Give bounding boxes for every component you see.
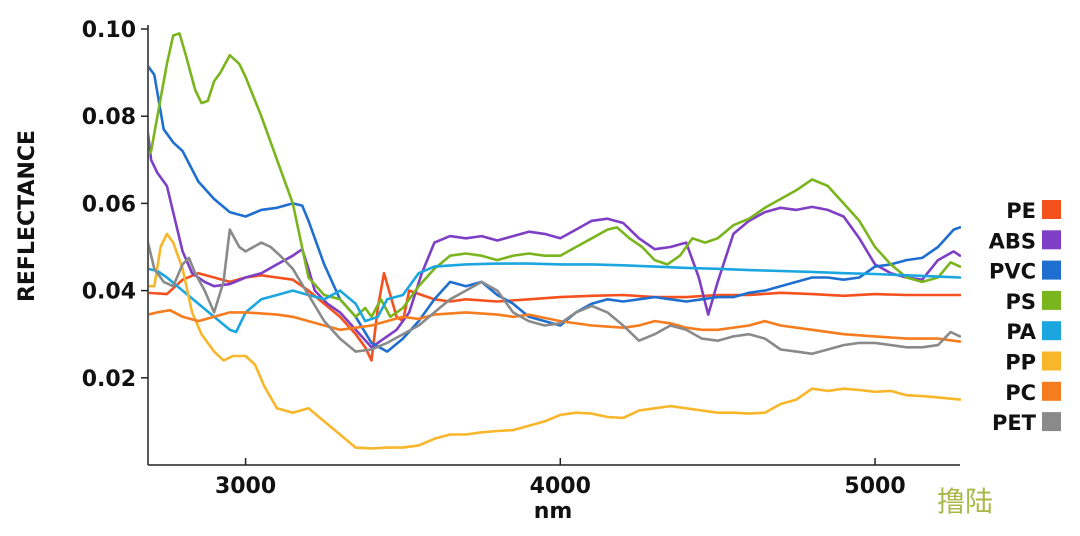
y-tick-label: 0.04 xyxy=(82,280,136,305)
legend-swatch-pc xyxy=(1042,381,1061,401)
y-tick-label: 0.06 xyxy=(82,192,136,217)
y-ticks: 0.02 0.04 0.06 0.08 0.10 xyxy=(82,18,148,392)
legend-label-pp: PP xyxy=(1005,351,1036,375)
series-line-abs xyxy=(149,132,961,349)
legend-swatch-pe xyxy=(1042,200,1061,219)
plot-series xyxy=(149,32,961,450)
legend-swatch-pet xyxy=(1042,412,1061,432)
legend-label-pet: PET xyxy=(992,411,1037,435)
legend-swatch-pa xyxy=(1042,321,1061,341)
x-ticks: 3000 4000 5000 xyxy=(215,458,906,499)
series-line-pet xyxy=(149,228,961,356)
series-line-pvc xyxy=(149,65,961,353)
x-axis-title: nm xyxy=(534,499,573,524)
y-tick-label: 0.08 xyxy=(82,105,136,130)
legend-label-pe: PE xyxy=(1006,199,1036,223)
legend-label-pvc: PVC xyxy=(989,260,1036,284)
legend-label-pc: PC xyxy=(1005,381,1036,405)
x-tick-label: 5000 xyxy=(844,474,905,499)
legend-label-ps: PS xyxy=(1005,290,1036,314)
series-line-pp xyxy=(149,232,961,450)
watermark-text: 撸陆 xyxy=(937,485,993,518)
series-line-pa xyxy=(149,262,961,334)
y-axis-title: REFLECTANCE xyxy=(15,130,40,302)
legend-swatch-pp xyxy=(1042,351,1061,371)
y-tick-label: 0.10 xyxy=(82,18,136,43)
series-line-pc xyxy=(149,308,961,343)
x-tick-label: 3000 xyxy=(215,474,276,499)
axes xyxy=(147,25,960,466)
legend-label-pa: PA xyxy=(1006,320,1036,344)
legend: PE ABS PVC PS PA PP PC PET xyxy=(989,199,1061,435)
x-tick-label: 4000 xyxy=(530,474,591,499)
legend-swatch-ps xyxy=(1042,290,1061,310)
y-tick-label: 0.02 xyxy=(82,367,136,392)
series-line-ps xyxy=(149,32,961,319)
legend-swatch-abs xyxy=(1042,230,1061,250)
legend-swatch-pvc xyxy=(1042,260,1061,280)
legend-label-abs: ABS xyxy=(989,229,1036,253)
